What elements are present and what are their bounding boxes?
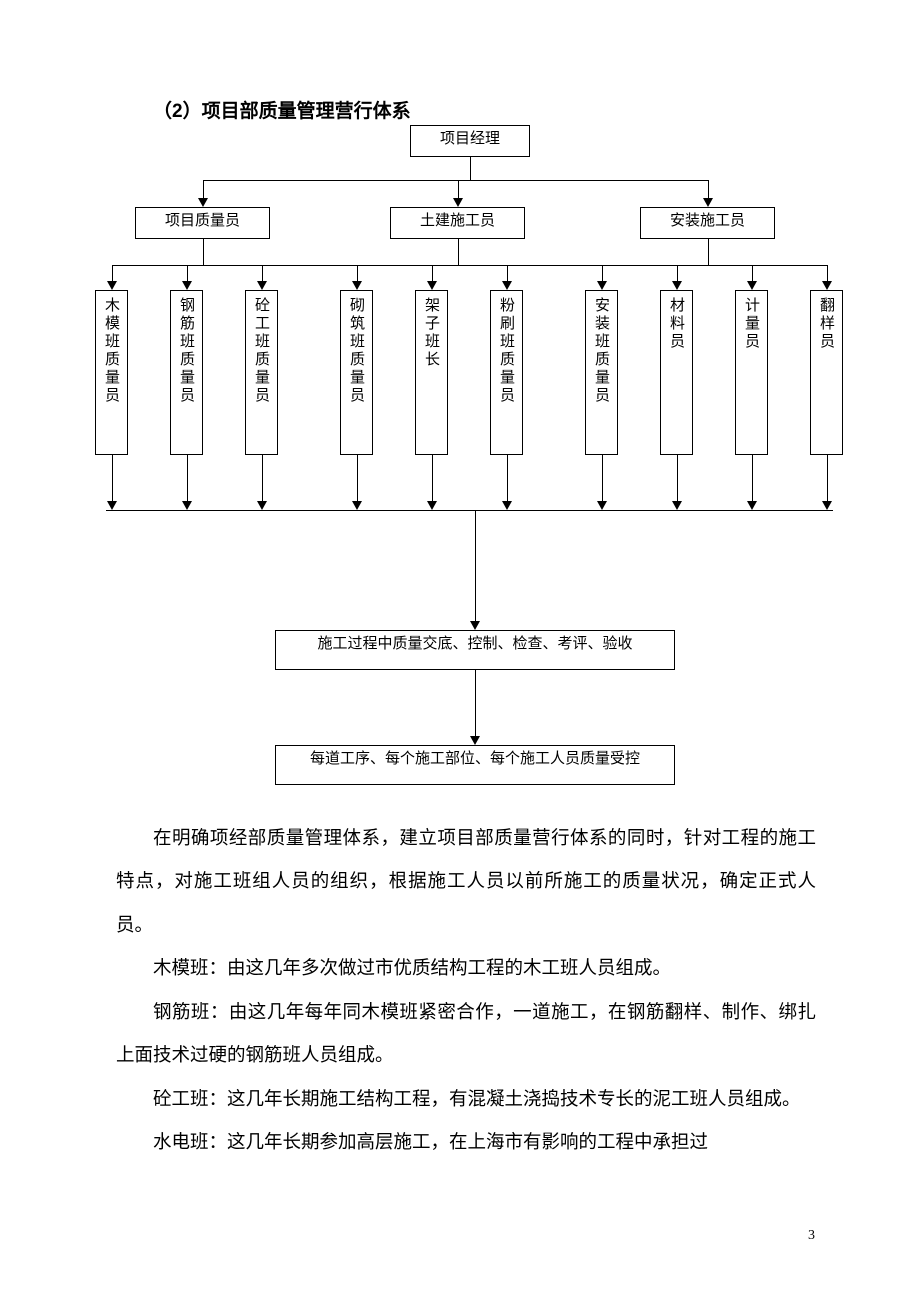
connector	[507, 265, 508, 281]
arrowhead-icon	[822, 501, 832, 510]
body-text: 在明确项经部质量管理体系，建立项目部质量营行体系的同时，针对工程的施工特点，对施…	[116, 818, 816, 1166]
node-leaf-5: 架子班长	[415, 290, 448, 455]
page-number: 3	[808, 1228, 815, 1244]
connector	[203, 239, 204, 265]
node-mid-2: 土建施工员	[390, 207, 525, 239]
connector	[357, 455, 358, 501]
connector	[106, 510, 833, 511]
arrowhead-icon	[352, 501, 362, 510]
node-leaf-3: 砼工班质量员	[245, 290, 278, 455]
connector	[432, 455, 433, 501]
connector	[602, 455, 603, 501]
connector	[262, 265, 263, 281]
node-leaf-6: 粉刷班质量员	[490, 290, 523, 455]
arrowhead-icon	[703, 198, 713, 207]
connector	[458, 180, 459, 198]
node-leaf-7: 安装班质量员	[585, 290, 618, 455]
connector	[357, 265, 358, 281]
arrowhead-icon	[257, 501, 267, 510]
connector	[708, 180, 709, 198]
connector	[112, 265, 827, 266]
node-leaf-4: 砌筑班质量员	[340, 290, 373, 455]
connector	[827, 455, 828, 501]
node-top: 项目经理	[410, 125, 530, 157]
node-mid-1: 项目质量员	[135, 207, 270, 239]
arrowhead-icon	[182, 281, 192, 290]
connector	[475, 670, 476, 736]
connector	[432, 265, 433, 281]
arrowhead-icon	[107, 501, 117, 510]
paragraph: 在明确项经部质量管理体系，建立项目部质量营行体系的同时，针对工程的施工特点，对施…	[116, 818, 816, 948]
arrowhead-icon	[747, 501, 757, 510]
node-leaf-9: 计量员	[735, 290, 768, 455]
connector	[187, 265, 188, 281]
arrowhead-icon	[453, 198, 463, 207]
arrowhead-icon	[597, 281, 607, 290]
arrowhead-icon	[597, 501, 607, 510]
arrowhead-icon	[672, 281, 682, 290]
connector	[827, 265, 828, 281]
connector	[752, 455, 753, 501]
connector	[203, 180, 708, 181]
connector	[677, 265, 678, 281]
connector	[112, 265, 113, 281]
paragraph: 木模班：由这几年多次做过市优质结构工程的木工班人员组成。	[116, 948, 816, 991]
node-process: 施工过程中质量交底、控制、检查、考评、验收	[275, 630, 675, 670]
arrowhead-icon	[470, 736, 480, 745]
connector	[458, 239, 459, 265]
connector	[262, 455, 263, 501]
arrowhead-icon	[502, 501, 512, 510]
org-chart: 项目经理项目质量员 土建施工员 安装施工员木模班质量员 钢筋班质量员 砼工班质量员 砌筑班…	[95, 125, 835, 797]
connector	[187, 455, 188, 501]
arrowhead-icon	[502, 281, 512, 290]
connector	[507, 455, 508, 501]
arrowhead-icon	[107, 281, 117, 290]
node-result: 每道工序、每个施工部位、每个施工人员质量受控	[275, 745, 675, 785]
arrowhead-icon	[672, 501, 682, 510]
arrowhead-icon	[257, 281, 267, 290]
node-leaf-8: 材料员	[660, 290, 693, 455]
arrowhead-icon	[182, 501, 192, 510]
node-leaf-10: 翻样员	[810, 290, 843, 455]
connector	[470, 157, 471, 180]
arrowhead-icon	[198, 198, 208, 207]
connector	[475, 510, 476, 621]
section-heading: （2）项目部质量管理营行体系	[153, 96, 411, 123]
connector	[708, 239, 709, 265]
paragraph: 水电班：这几年长期参加高层施工，在上海市有影响的工程中承担过	[116, 1122, 816, 1165]
arrowhead-icon	[427, 281, 437, 290]
arrowhead-icon	[747, 281, 757, 290]
connector	[602, 265, 603, 281]
connector	[677, 455, 678, 501]
arrowhead-icon	[352, 281, 362, 290]
arrowhead-icon	[427, 501, 437, 510]
arrowhead-icon	[470, 621, 480, 630]
arrowhead-icon	[822, 281, 832, 290]
connector	[752, 265, 753, 281]
connector	[203, 180, 204, 198]
node-mid-3: 安装施工员	[640, 207, 775, 239]
paragraph: 钢筋班：由这几年每年同木模班紧密合作，一道施工，在钢筋翻样、制作、绑扎上面技术过…	[116, 992, 816, 1079]
node-leaf-2: 钢筋班质量员	[170, 290, 203, 455]
paragraph: 砼工班：这几年长期施工结构工程，有混凝土浇捣技术专长的泥工班人员组成。	[116, 1079, 816, 1122]
connector	[112, 455, 113, 501]
node-leaf-1: 木模班质量员	[95, 290, 128, 455]
